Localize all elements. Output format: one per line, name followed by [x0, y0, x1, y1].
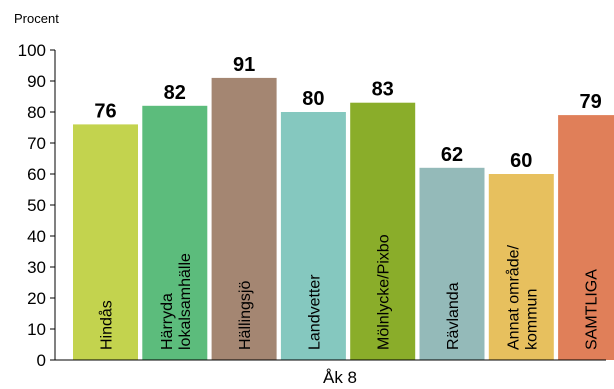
y-tick-label: 90	[27, 72, 46, 91]
category-label: Hindås	[98, 300, 116, 350]
value-labels: 76 82 91 80 83 62 60 79	[94, 54, 601, 172]
data-label: 83	[372, 79, 394, 101]
category-label: Rävlanda	[445, 282, 462, 350]
bar	[280, 112, 346, 360]
category-label-line: Hällingsjö	[237, 281, 254, 350]
y-axis: 0 10 20 30 40 50 60 70 80 90 100	[18, 41, 56, 370]
bar	[558, 115, 614, 360]
category-label: Mölnlycke/Pixbo	[376, 234, 393, 350]
bar	[142, 105, 208, 360]
category-label: Härryda lokalsamhälle	[159, 253, 194, 350]
category-label-line: lokalsamhälle	[177, 253, 194, 350]
y-tick-label: 80	[27, 103, 46, 122]
y-tick-label: 0	[37, 351, 46, 370]
data-label: 76	[94, 100, 116, 122]
data-label: 60	[510, 150, 532, 172]
data-label: 62	[441, 144, 463, 166]
x-axis-title: Åk 8	[323, 368, 357, 387]
category-label: Hällingsjö	[237, 281, 254, 350]
data-label: 79	[579, 91, 601, 113]
category-label: Annat område/kommun	[504, 244, 540, 350]
category-label-line: kommun	[523, 289, 540, 350]
bar	[73, 124, 138, 361]
category-label-line: Rävlanda	[445, 282, 462, 350]
y-tick-label: 70	[27, 134, 46, 153]
bars	[73, 77, 614, 361]
category-label: Landvetter	[306, 274, 323, 350]
category-label-line: SAMTLIGA	[584, 269, 601, 350]
y-tick-label: 30	[27, 258, 46, 277]
bar	[488, 174, 554, 360]
category-label-line: Hindås	[98, 300, 116, 350]
bar	[350, 102, 416, 360]
category-label-line: Annat område/	[504, 244, 522, 350]
category-label-line: Landvetter	[306, 274, 323, 350]
y-tick-label: 40	[27, 227, 46, 246]
y-tick-label: 50	[27, 196, 46, 215]
y-tick-label: 20	[27, 289, 46, 308]
bar	[419, 167, 485, 360]
y-tick-label: 100	[18, 41, 46, 60]
category-label-line: Mölnlycke/Pixbo	[376, 234, 393, 350]
data-label: 91	[233, 54, 255, 76]
category-label-line: Härryda	[159, 293, 176, 350]
category-labels: Hindås Härryda lokalsamhälle Hällingsjö Land…	[98, 234, 601, 350]
data-label: 80	[302, 88, 324, 110]
y-tick-label: 60	[27, 165, 46, 184]
bar	[211, 77, 277, 361]
y-tick-label: 10	[27, 320, 46, 339]
data-label: 82	[164, 82, 186, 104]
category-label: SAMTLIGA	[584, 269, 601, 350]
y-axis-title: Procent	[14, 11, 59, 26]
